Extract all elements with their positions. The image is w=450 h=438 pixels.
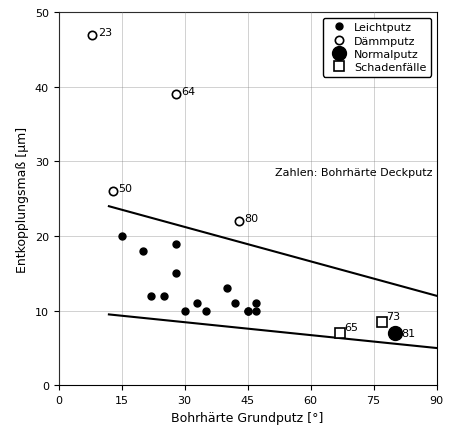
Text: Zahlen: Bohrhärte Deckputz: Zahlen: Bohrhärte Deckputz bbox=[275, 168, 433, 178]
Text: 64: 64 bbox=[182, 87, 196, 97]
Legend: Leichtputz, Dämmputz, Normalputz, Schadenfälle: Leichtputz, Dämmputz, Normalputz, Schade… bbox=[323, 19, 431, 78]
X-axis label: Bohrhärte Grundputz [°]: Bohrhärte Grundputz [°] bbox=[171, 411, 324, 424]
Text: 81: 81 bbox=[401, 328, 415, 338]
Text: 65: 65 bbox=[344, 322, 358, 332]
Y-axis label: Entkopplungsmaß [µm]: Entkopplungsmaß [µm] bbox=[16, 127, 29, 272]
Text: 23: 23 bbox=[98, 28, 112, 38]
Text: 50: 50 bbox=[119, 184, 133, 194]
Text: 80: 80 bbox=[245, 214, 259, 224]
Text: 73: 73 bbox=[386, 311, 400, 321]
